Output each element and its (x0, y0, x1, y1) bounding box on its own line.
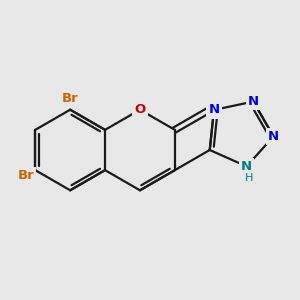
Text: N: N (208, 103, 220, 116)
Text: Br: Br (62, 92, 79, 105)
Text: N: N (241, 160, 252, 173)
Text: O: O (134, 103, 146, 116)
Text: O: O (209, 100, 220, 113)
Text: N: N (268, 130, 279, 143)
Text: H: H (245, 173, 253, 183)
Text: N: N (248, 95, 259, 108)
Text: Br: Br (17, 169, 34, 182)
